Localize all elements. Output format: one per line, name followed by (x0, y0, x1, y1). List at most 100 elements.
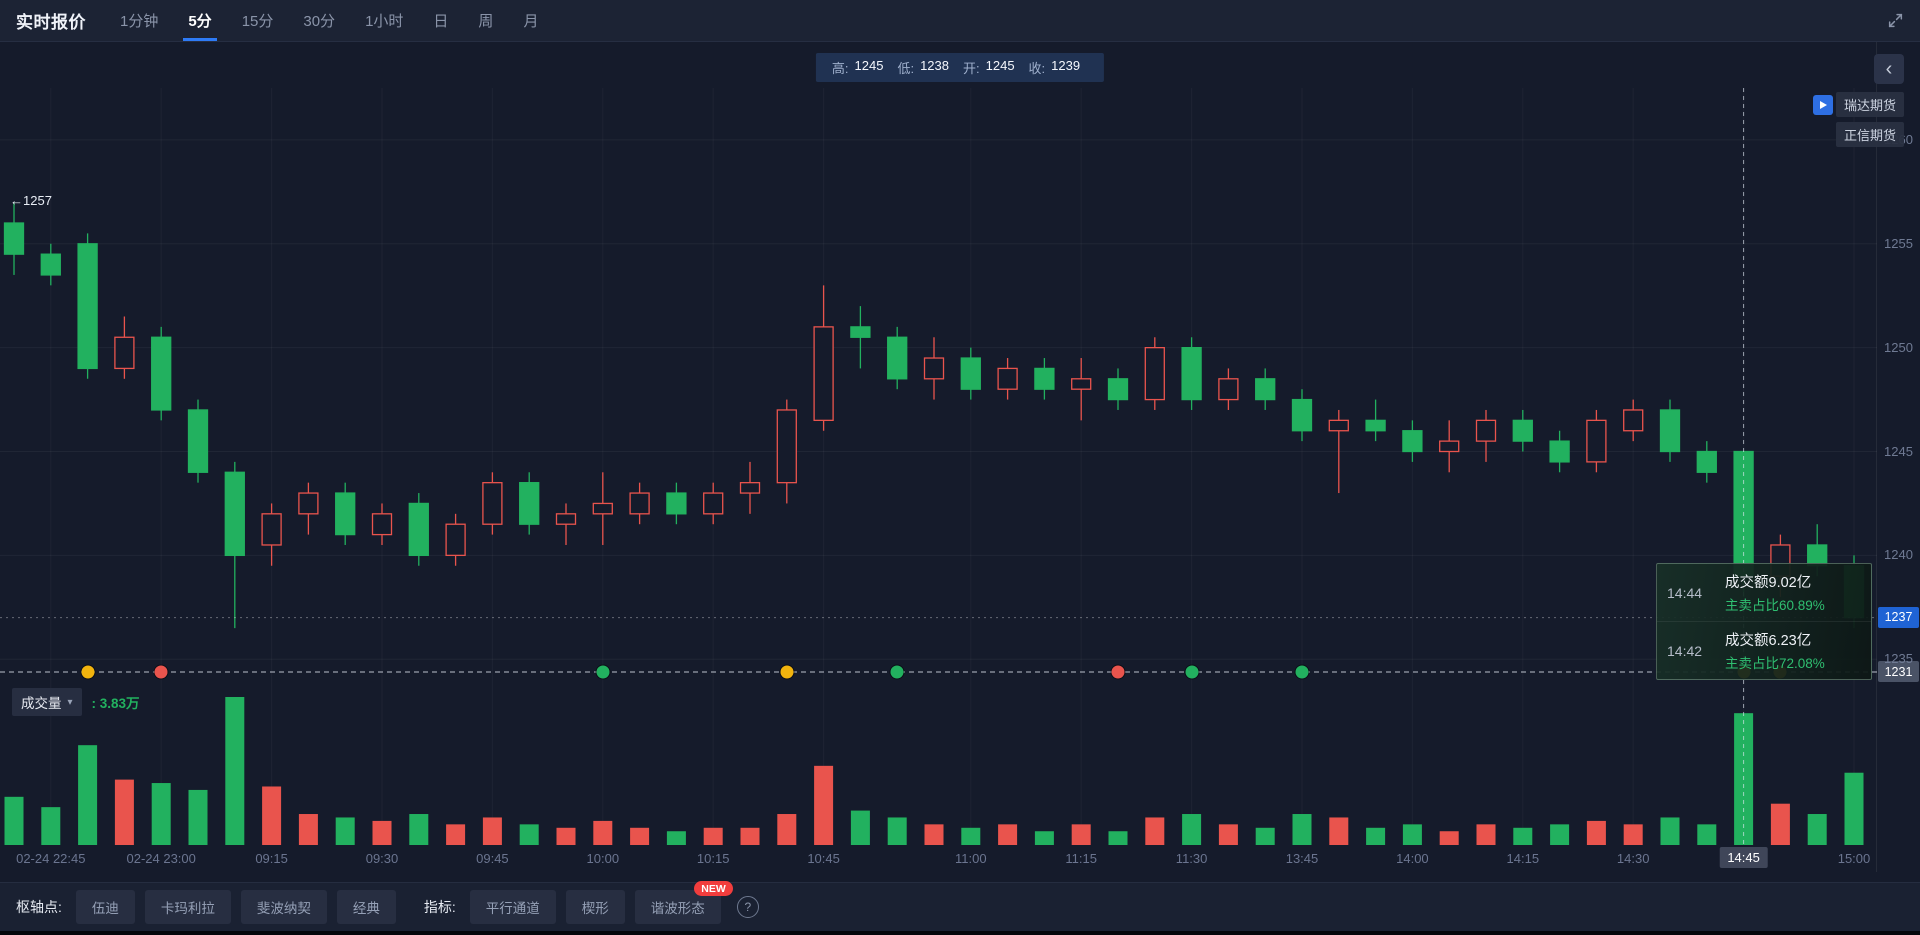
volume-bar[interactable] (446, 824, 466, 845)
candle-body[interactable] (1034, 367, 1055, 390)
candle-body[interactable] (1439, 440, 1460, 453)
candle-body[interactable] (408, 502, 429, 557)
volume-indicator-dropdown[interactable]: 成交量 ▾ (12, 688, 82, 716)
volume-bar[interactable] (593, 820, 613, 845)
candle-body[interactable] (1402, 430, 1423, 453)
candle-body[interactable] (3, 222, 25, 255)
candle-body[interactable] (555, 513, 577, 525)
volume-bar[interactable] (1218, 824, 1238, 845)
help-icon[interactable]: ? (736, 896, 759, 918)
volume-bar[interactable] (1366, 827, 1386, 845)
candle-body[interactable] (739, 482, 761, 494)
volume-bar[interactable] (1476, 824, 1496, 845)
volume-bar[interactable] (666, 831, 686, 845)
candle-body[interactable] (1549, 440, 1570, 463)
tab-1小时[interactable]: 1小时 (365, 13, 404, 30)
volume-bar[interactable] (887, 817, 907, 845)
volume-bar[interactable] (1292, 814, 1312, 845)
candle-body[interactable] (887, 336, 908, 380)
candle-body[interactable] (666, 492, 687, 515)
indicator-wedge-button[interactable]: 楔形 (565, 890, 625, 924)
tab-5分[interactable]: 5分 (183, 0, 218, 41)
volume-bar[interactable] (1623, 824, 1643, 845)
volume-bar[interactable] (372, 820, 392, 845)
volume-bar[interactable] (1770, 803, 1790, 845)
candle-body[interactable] (1107, 378, 1129, 401)
tab-月[interactable]: 月 (523, 13, 539, 30)
candle-body[interactable] (629, 492, 650, 515)
candle-body[interactable] (114, 336, 135, 370)
volume-bar[interactable] (1329, 817, 1349, 845)
candle-body[interactable] (77, 243, 98, 370)
candle-body[interactable] (298, 492, 319, 515)
candle-body[interactable] (813, 326, 834, 422)
candle-body[interactable] (187, 409, 209, 473)
broker-link-zhengxin[interactable]: 正信期货 (1835, 122, 1904, 147)
tab-日[interactable]: 日 (433, 13, 449, 30)
candle-body[interactable] (1218, 378, 1239, 401)
signal-marker-green[interactable] (1185, 665, 1199, 679)
candle-body[interactable] (1512, 419, 1533, 442)
candle-body[interactable] (224, 471, 245, 557)
volume-bar[interactable] (409, 814, 429, 845)
volume-bar[interactable] (1844, 772, 1864, 845)
pivot-classic-button[interactable]: 经典 (336, 890, 396, 924)
candle-body[interactable] (997, 367, 1018, 390)
candle-body[interactable] (1144, 346, 1165, 401)
volume-bar[interactable] (630, 827, 650, 845)
volume-bar[interactable] (1439, 831, 1459, 845)
tab-周[interactable]: 周 (478, 13, 494, 30)
fullscreen-icon[interactable] (1887, 12, 1904, 29)
volume-bar[interactable] (188, 789, 208, 845)
volume-bar[interactable] (335, 817, 355, 845)
candle-body[interactable] (1365, 419, 1386, 432)
signal-marker-green[interactable] (596, 665, 610, 679)
signal-marker-red[interactable] (1111, 665, 1125, 679)
volume-bar[interactable] (4, 796, 24, 845)
volume-bar[interactable] (41, 807, 61, 845)
candle-body[interactable] (960, 357, 981, 390)
candle-body[interactable] (1328, 419, 1349, 432)
volume-bar[interactable] (519, 824, 539, 845)
indicator-parallel-channel-button[interactable]: 平行通道 (469, 890, 556, 924)
volume-bar[interactable] (703, 827, 723, 845)
pivot-woodie-button[interactable]: 伍迪 (75, 890, 135, 924)
volume-bar[interactable] (1145, 817, 1165, 845)
volume-bar[interactable] (78, 745, 98, 845)
candle-body[interactable] (335, 492, 356, 536)
tab-15分[interactable]: 15分 (241, 13, 274, 30)
candle-body[interactable] (482, 482, 503, 525)
candle-body[interactable] (1475, 419, 1497, 442)
signal-marker-green[interactable] (890, 665, 904, 679)
signal-marker-green[interactable] (1295, 665, 1309, 679)
broker-link-ruida[interactable]: 瑞达期货 (1835, 92, 1904, 117)
candle-body[interactable] (519, 482, 540, 525)
volume-bar[interactable] (1586, 820, 1606, 845)
volume-bar[interactable] (482, 817, 502, 845)
volume-bar[interactable] (814, 765, 834, 845)
volume-bar[interactable] (777, 814, 797, 845)
candlestick-chart[interactable] (0, 0, 1877, 935)
volume-bar[interactable] (1034, 831, 1054, 845)
candle-body[interactable] (1623, 409, 1644, 432)
candle-body[interactable] (850, 326, 871, 338)
volume-bar[interactable] (1807, 814, 1827, 845)
volume-bar[interactable] (1108, 831, 1128, 845)
volume-bar[interactable] (1513, 827, 1533, 845)
volume-bar[interactable] (298, 814, 318, 845)
tab-30分[interactable]: 30分 (303, 13, 336, 30)
candle-body[interactable] (40, 253, 61, 276)
candle-body[interactable] (1659, 409, 1681, 453)
signal-marker-yellow[interactable] (81, 665, 95, 679)
collapse-panel-button[interactable]: ‹ (1874, 54, 1904, 84)
volume-bar[interactable] (1550, 824, 1570, 845)
candle-body[interactable] (703, 492, 724, 515)
volume-bar[interactable] (1402, 824, 1422, 845)
volume-bar[interactable] (1660, 817, 1680, 845)
candle-body[interactable] (261, 513, 282, 546)
candle-body[interactable] (1291, 398, 1313, 432)
tab-1分钟[interactable]: 1分钟 (120, 13, 159, 30)
volume-bar[interactable] (1071, 824, 1091, 845)
signal-marker-yellow[interactable] (780, 665, 794, 679)
volume-bar[interactable] (1182, 814, 1202, 845)
